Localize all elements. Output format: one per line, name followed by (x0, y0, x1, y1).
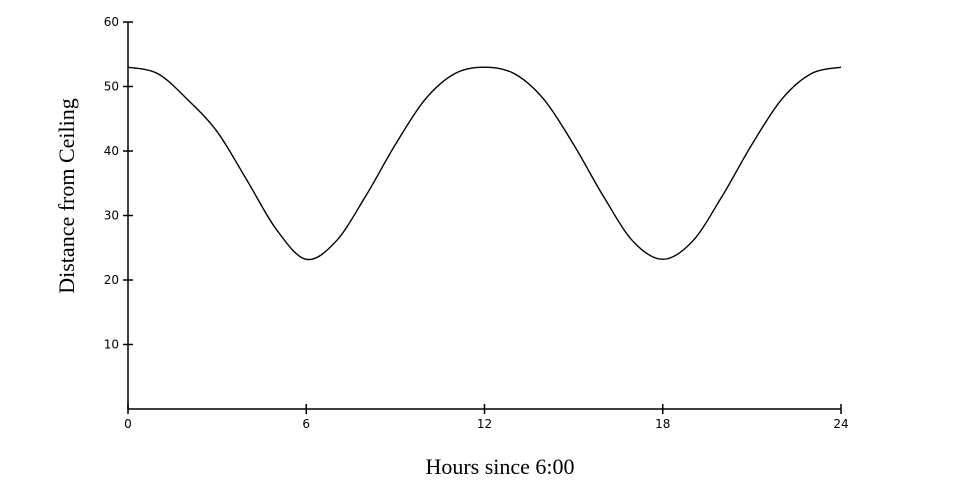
series-line (127, 66, 842, 261)
x-axis-title: Hours since 6:00 (425, 454, 574, 479)
y-tick-label: 40 (104, 144, 119, 158)
x-tick-label: 12 (477, 417, 492, 431)
x-axis-ticks: 0 6 12 18 24 (124, 404, 849, 431)
y-axis-title: Distance from Ceiling (54, 98, 79, 294)
y-tick-label: 50 (104, 80, 119, 94)
y-tick-label: 30 (104, 209, 119, 223)
y-tick-label: 20 (104, 273, 119, 287)
y-axis-ticks: 10 20 30 40 50 60 (104, 15, 133, 352)
y-tick-label: 60 (104, 15, 119, 29)
x-tick-label: 6 (302, 417, 310, 431)
x-tick-label: 0 (124, 417, 132, 431)
y-tick-label: 10 (104, 338, 119, 352)
x-tick-label: 18 (655, 417, 670, 431)
x-tick-label: 24 (833, 417, 848, 431)
